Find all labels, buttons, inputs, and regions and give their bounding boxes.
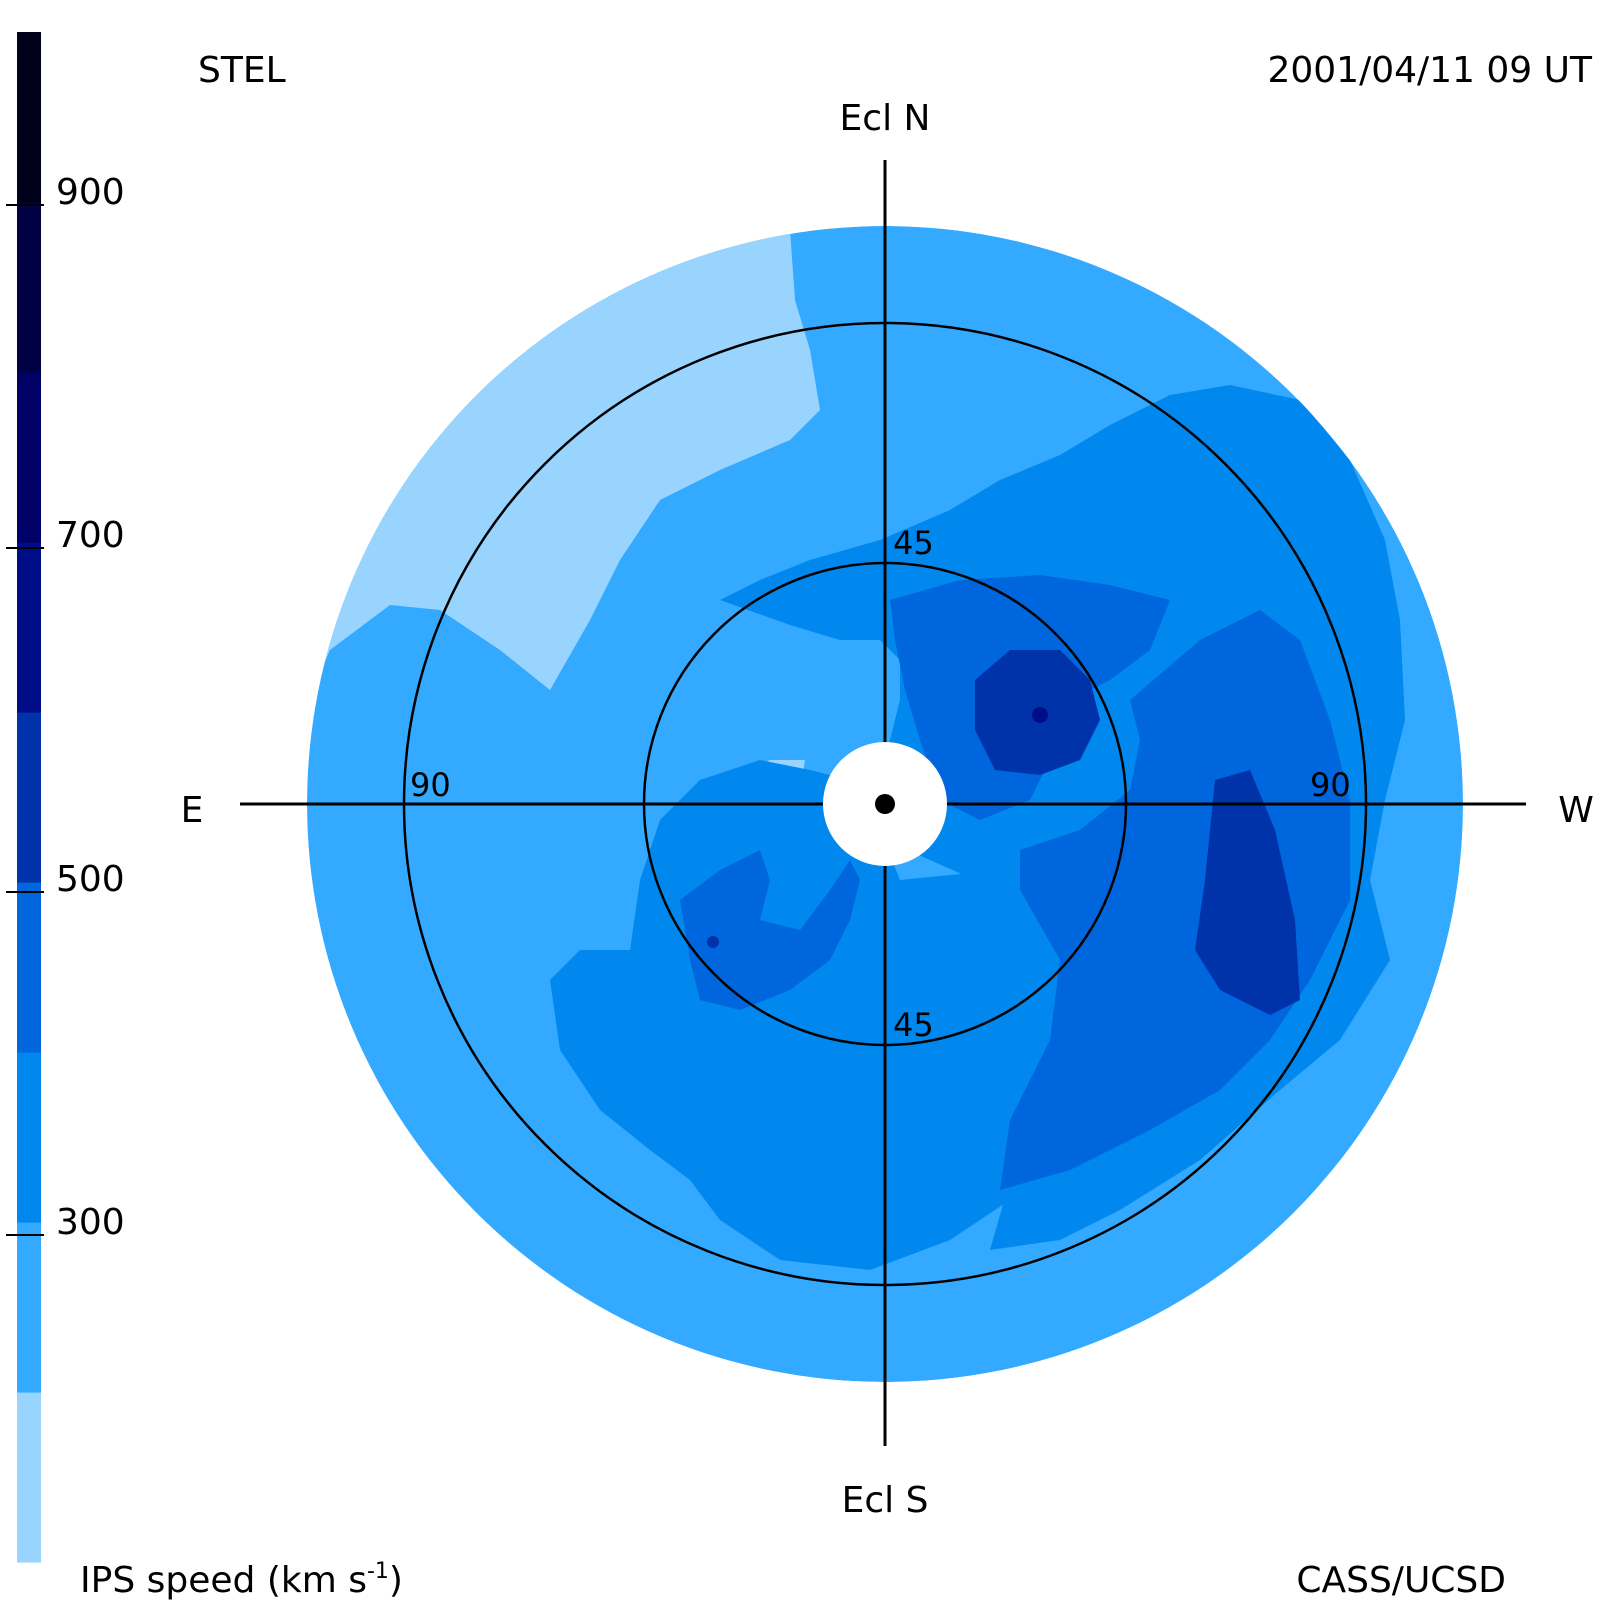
colorbar-segment [17,32,41,203]
colorbar-segment [17,542,41,713]
label-north: Ecl N [840,98,931,139]
ring-label-45-bottom: 45 [893,1006,934,1044]
colorbar-segment [17,1222,41,1393]
label-south: Ecl S [842,1480,929,1521]
ring-label-45-top: 45 [893,524,934,562]
region-core-small [707,936,719,948]
region-medium-south [550,760,1070,1270]
region-core-west [1195,770,1300,1015]
label-east: E [181,790,204,831]
ring-label-90-right: 90 [1310,766,1351,804]
colorbar-segment [17,1052,41,1223]
colorbar-segment [17,882,41,1053]
region-slow-northeast [307,226,820,720]
colorbar-segment [17,1392,41,1563]
colorbar-tick-900: 900 [56,172,125,213]
label-west: W [1558,790,1594,831]
header-station: STEL [198,50,286,91]
region-fast-west [1000,610,1350,1190]
colorbar-label: IPS speed (km s-1) [80,1559,403,1600]
colorbar-tick-500: 500 [56,859,125,900]
colorbar-segment [17,712,41,883]
colorbar-ticks: 900 700 500 300 [6,172,125,1243]
colorbar-tick-700: 700 [56,515,125,556]
colorbar [17,32,41,1563]
ring-label-90-left: 90 [410,766,451,804]
region-fast-inner-south [680,850,860,1010]
colorbar-tick-300: 300 [56,1202,125,1243]
sun-marker [875,794,895,814]
credit-label: CASS/UCSD [1296,1560,1506,1600]
header-timestamp: 2001/04/11 09 UT [1267,50,1593,91]
region-core-peak [1032,707,1048,723]
colorbar-segment [17,202,41,373]
colorbar-segment [17,372,41,543]
